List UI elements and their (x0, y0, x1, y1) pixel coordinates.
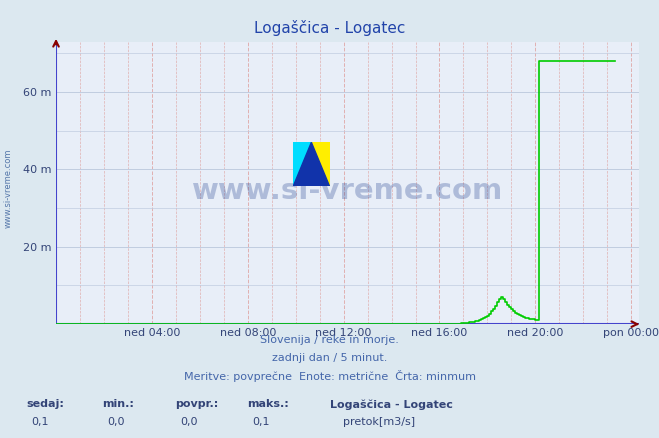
Text: povpr.:: povpr.: (175, 399, 218, 410)
Polygon shape (293, 142, 330, 186)
Polygon shape (293, 142, 312, 186)
Text: www.si-vreme.com: www.si-vreme.com (192, 177, 503, 205)
Text: Meritve: povprečne  Enote: metrične  Črta: minmum: Meritve: povprečne Enote: metrične Črta:… (183, 370, 476, 382)
Text: sedaj:: sedaj: (26, 399, 64, 410)
Text: 0,1: 0,1 (32, 417, 49, 427)
Text: 0,0: 0,0 (180, 417, 198, 427)
Text: www.si-vreme.com: www.si-vreme.com (4, 148, 13, 228)
Text: pretok[m3/s]: pretok[m3/s] (343, 417, 415, 427)
Text: Logaščica - Logatec: Logaščica - Logatec (254, 20, 405, 36)
Text: min.:: min.: (102, 399, 134, 410)
Text: maks.:: maks.: (247, 399, 289, 410)
Text: Logaščica - Logatec: Logaščica - Logatec (330, 399, 452, 410)
Text: zadnji dan / 5 minut.: zadnji dan / 5 minut. (272, 353, 387, 363)
Text: 0,0: 0,0 (107, 417, 125, 427)
Text: Slovenija / reke in morje.: Slovenija / reke in morje. (260, 335, 399, 345)
Text: 0,1: 0,1 (252, 417, 270, 427)
